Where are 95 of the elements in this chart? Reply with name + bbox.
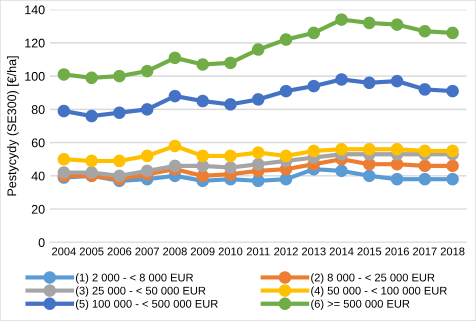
- point: [140, 103, 154, 116]
- point: [85, 110, 98, 122]
- y-tick-label: 0: [38, 238, 45, 248]
- point: [85, 154, 98, 168]
- x-tick-label: 2004: [52, 248, 76, 256]
- point: [58, 68, 70, 81]
- point: [113, 170, 126, 182]
- point: [418, 160, 432, 172]
- x-tick-label: 2014: [330, 248, 354, 256]
- x-tick-label: 2012: [274, 248, 298, 256]
- legend-label: (3) 25 000 - < 50 000 EUR: [76, 286, 206, 297]
- point: [196, 160, 209, 172]
- point: [363, 143, 376, 156]
- point: [418, 83, 432, 96]
- y-tick-label: 20: [32, 204, 45, 214]
- x-tick-label: 2010: [218, 248, 242, 256]
- point: [252, 146, 264, 159]
- point: [168, 90, 182, 102]
- y-axis-title: Pestycydy (SE300) [€/ha]: [7, 56, 19, 196]
- legend-label: (1) 2 000 - < 8 000 EUR: [76, 273, 194, 284]
- legend-label: (2) 8 000 - < 25 000 EUR: [311, 273, 434, 284]
- point: [280, 84, 292, 98]
- point: [280, 150, 292, 162]
- point: [140, 150, 154, 162]
- x-tick-label: 2005: [80, 248, 104, 256]
- point: [363, 158, 376, 170]
- point: [335, 164, 348, 178]
- point: [252, 43, 264, 56]
- point: [113, 154, 126, 168]
- y-tick-label: 120: [25, 38, 45, 48]
- point: [168, 140, 182, 152]
- point: [168, 160, 182, 172]
- point: [140, 64, 154, 78]
- point: [418, 144, 432, 158]
- point: [224, 150, 237, 162]
- x-tick-label: 2017: [413, 248, 437, 256]
- legend-label: (5) 100 000 - < 500 000 EUR: [76, 300, 218, 310]
- point: [85, 72, 98, 84]
- point: [85, 166, 98, 179]
- point: [390, 143, 404, 156]
- point: [335, 73, 348, 86]
- point: [224, 161, 237, 174]
- x-tick-label: 2016: [385, 248, 409, 256]
- point: [335, 13, 348, 26]
- point: [446, 144, 459, 158]
- y-tick-label: 80: [32, 105, 45, 114]
- point: [140, 164, 154, 178]
- y-tick-label: 60: [32, 138, 45, 148]
- point: [446, 172, 459, 186]
- point: [308, 80, 320, 92]
- x-tick-label: 2008: [163, 248, 187, 256]
- point: [446, 26, 459, 40]
- point: [113, 106, 126, 119]
- point: [363, 170, 376, 182]
- point: [308, 144, 320, 158]
- point: [196, 150, 209, 162]
- point: [446, 84, 459, 98]
- legend-label: (6) >= 500 000 EUR: [311, 300, 410, 310]
- point: [363, 16, 376, 30]
- y-tick-label: 100: [25, 72, 45, 81]
- point: [390, 18, 404, 31]
- point: [58, 166, 70, 179]
- x-tick-label: 2006: [108, 248, 132, 256]
- x-tick-label: 2015: [358, 248, 382, 256]
- point: [224, 56, 237, 70]
- point: [308, 26, 320, 40]
- point: [252, 174, 264, 188]
- y-tick-label: 40: [32, 172, 45, 181]
- point: [224, 98, 237, 111]
- legend-label: (4) 50 000 - < 100 000 EUR: [311, 286, 447, 297]
- point: [196, 94, 209, 108]
- point: [113, 70, 126, 82]
- point: [168, 52, 182, 64]
- point: [280, 33, 292, 46]
- point: [196, 170, 209, 182]
- point: [390, 172, 404, 186]
- x-tick-label: 2011: [246, 248, 270, 256]
- y-tick-label: 140: [25, 5, 45, 14]
- point: [390, 158, 404, 170]
- x-tick-label: 2013: [302, 248, 326, 256]
- point: [252, 158, 264, 170]
- point: [390, 74, 404, 88]
- point: [58, 104, 70, 118]
- point: [252, 93, 264, 106]
- point: [280, 172, 292, 186]
- point: [418, 24, 432, 38]
- point: [446, 160, 459, 172]
- x-tick-label: 2009: [190, 248, 215, 256]
- x-tick-label: 2018: [440, 248, 464, 256]
- point: [58, 152, 70, 166]
- point: [363, 76, 376, 90]
- point: [196, 58, 209, 71]
- point: [418, 172, 432, 186]
- point: [335, 143, 348, 156]
- x-tick-label: 2007: [135, 248, 159, 256]
